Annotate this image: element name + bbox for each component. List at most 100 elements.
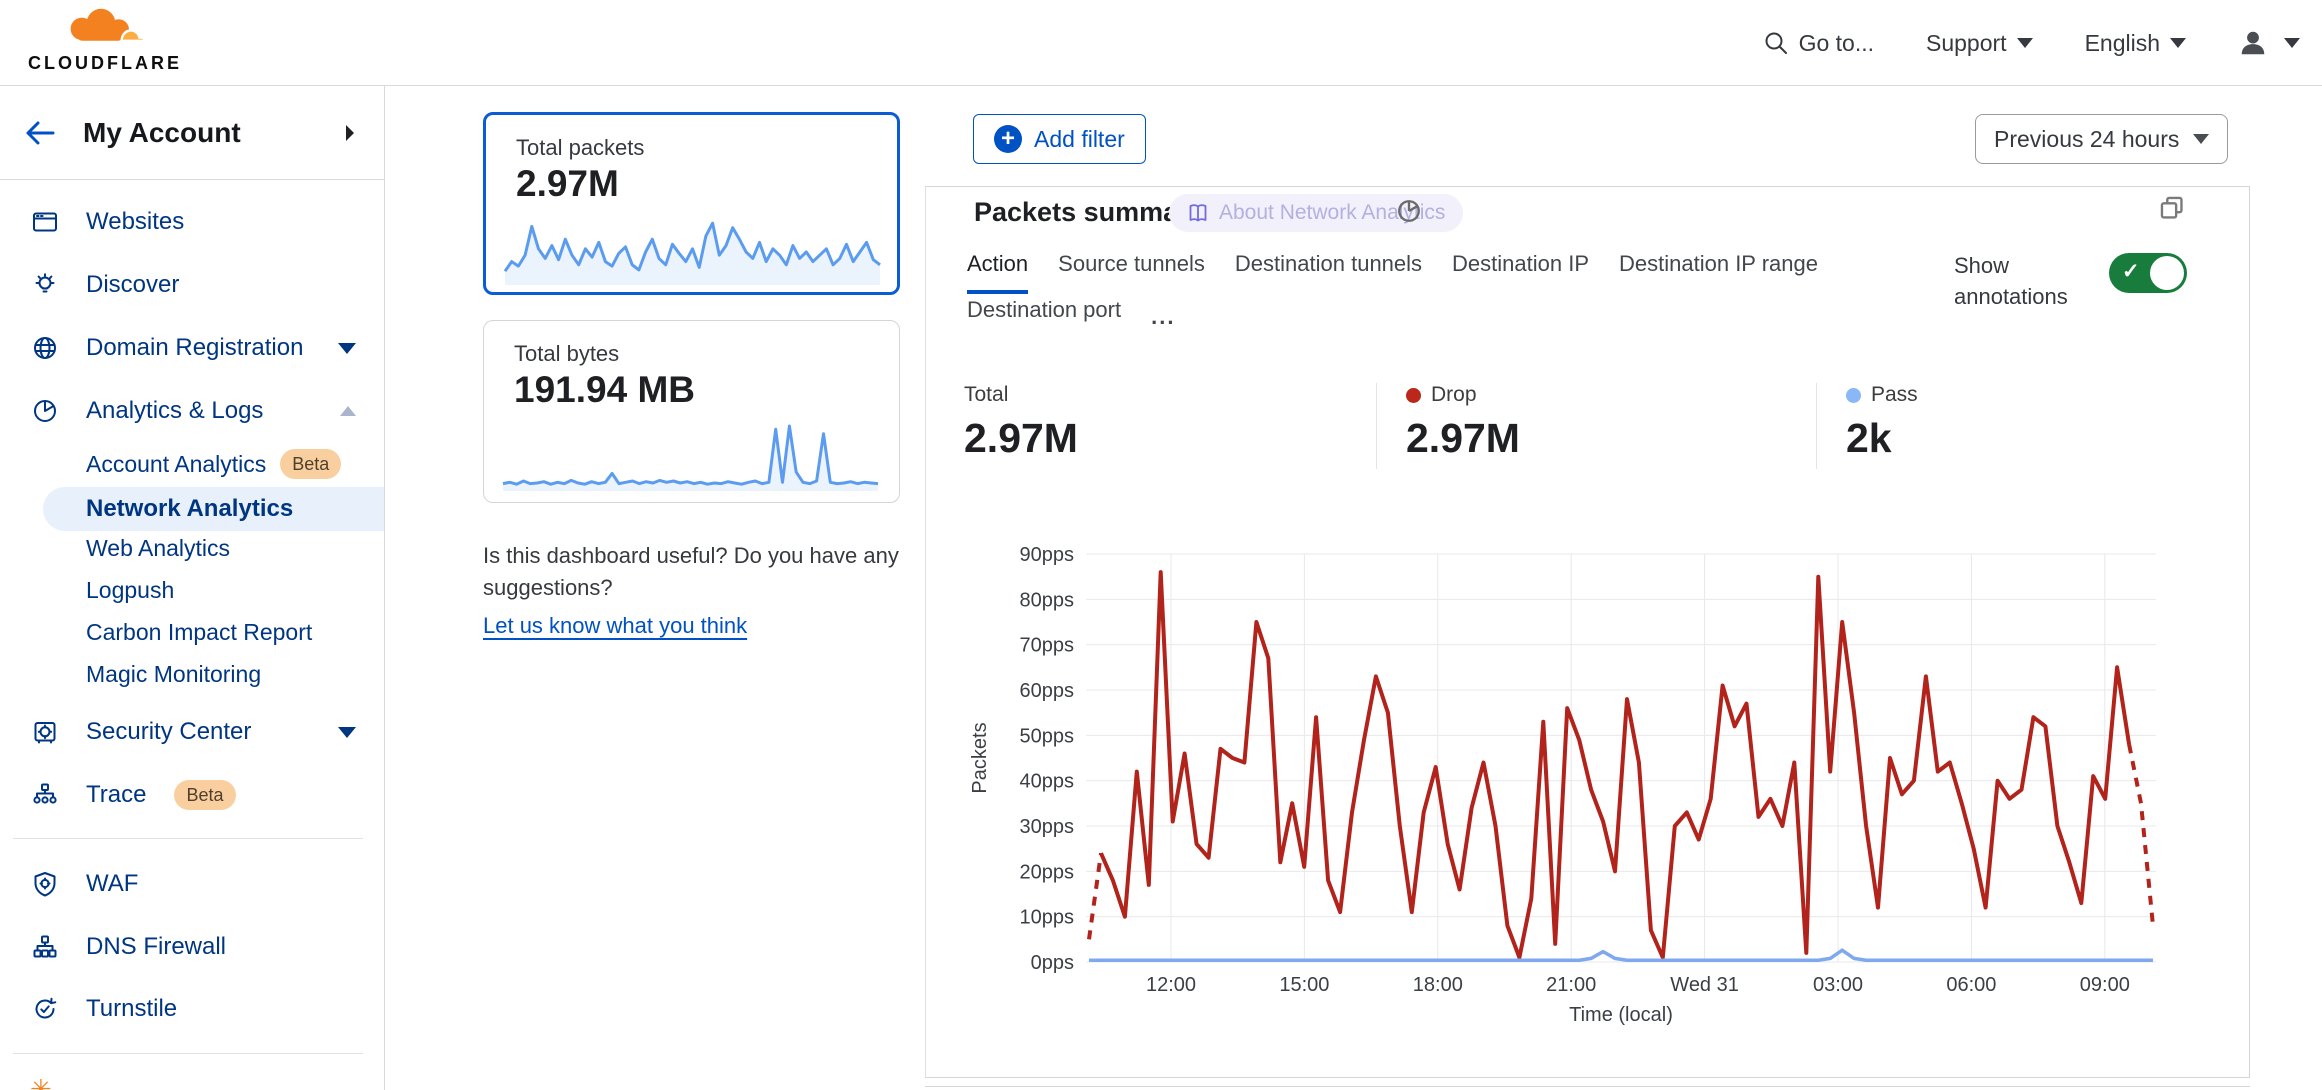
more-tabs-button[interactable]: ... [1151,303,1176,329]
sidebar-item-label: Websites [86,208,185,235]
sidebar-item-label: Account Analytics [86,450,267,477]
support-menu[interactable]: Support [1926,30,2033,57]
chevron-down-icon [2193,134,2210,144]
language-menu[interactable]: English [2085,30,2186,57]
time-range-label: Previous 24 hours [1994,125,2180,152]
stat-label: Total [964,383,1009,406]
svg-text:21:00: 21:00 [1546,974,1596,996]
sidebar-item-label: Analytics & Logs [86,397,264,424]
globe-icon [34,337,56,359]
card-value: 2.97M [516,163,619,204]
tab-destination-ip-range[interactable]: Destination IP range [1619,251,1818,276]
chevron-down-icon [2284,38,2300,48]
sidebar-item-logpush[interactable]: Logpush [0,569,384,611]
pie-chart-icon [34,400,56,422]
sidebar-item-discover[interactable]: Discover [0,262,384,308]
sidebar-item-security-center[interactable]: Security Center [0,709,384,755]
stat-divider [1816,383,1817,469]
safe-icon [34,722,56,744]
svg-text:10pps: 10pps [1020,907,1075,929]
sidebar-item-label: Logpush [86,576,175,603]
sidebar-item-account-analytics[interactable]: Account Analytics Beta [0,443,384,485]
stat-divider [1376,383,1377,469]
tab-source-tunnels[interactable]: Source tunnels [1058,251,1205,276]
beta-badge: Beta [174,780,236,810]
packets-time-series-chart[interactable]: 0pps 10pps 20pps 30pps 40pps 50pps 60pps 70pps 8… [946,542,2236,1047]
sidebar-item-label: WAF [86,870,139,897]
add-filter-button[interactable]: + Add filter [973,114,1146,164]
time-range-dropdown[interactable]: Previous 24 hours [1975,114,2229,164]
popout-icon[interactable] [2159,195,2185,221]
sidebar-item-waf[interactable]: WAF [0,861,384,907]
svg-text:15:00: 15:00 [1279,974,1329,996]
panel-title: Packets summary [974,197,1204,227]
svg-text:Time (local): Time (local) [1569,1004,1673,1026]
svg-text:Wed 31: Wed 31 [1670,974,1739,996]
top-navigation: Go to... Support English [1763,0,2300,86]
sidebar-item-label: Magic Monitoring [86,660,262,687]
svg-text:30pps: 30pps [1020,816,1075,838]
logo-text: CLOUDFLARE [28,53,182,73]
goto-search[interactable]: Go to... [1763,30,1874,57]
svg-text:Packets: Packets [969,722,991,793]
cloudflare-cloud-icon [70,8,148,43]
svg-text:70pps: 70pps [1020,635,1075,657]
total-bytes-sparkline [502,424,879,491]
show-annotations-toggle[interactable]: ✓ [2109,253,2187,293]
stat-value: 2k [1846,415,1892,461]
stat-value: 2.97M [964,415,1078,461]
sidebar-item-analytics-logs[interactable]: Analytics & Logs [0,388,384,434]
packets-summary-panel: Packets summary About Network Analytics … [925,186,2250,1078]
sidebar-item-domain-registration[interactable]: Domain Registration [0,325,384,371]
sidebar-item-network-analytics[interactable]: Network Analytics [43,487,384,531]
svg-text:09:00: 09:00 [2080,974,2130,996]
toggle-knob [2150,256,2184,290]
svg-text:03:00: 03:00 [1813,974,1863,996]
tab-destination-ip[interactable]: Destination IP [1452,251,1590,276]
svg-text:40pps: 40pps [1020,771,1075,793]
add-filter-label: Add filter [1034,125,1125,152]
stat-total: Total 2.97M [964,383,1078,462]
cloudflare-logo[interactable]: CLOUDFLARE [20,6,190,74]
language-label: English [2084,29,2160,56]
pie-icon[interactable] [1396,198,1422,224]
chevron-right-icon[interactable] [343,123,357,143]
back-arrow-icon[interactable] [25,120,55,146]
chevron-down-icon [2016,38,2033,48]
sidebar-item-dns-firewall[interactable]: DNS Firewall [0,924,384,970]
tab-destination-tunnels[interactable]: Destination tunnels [1234,251,1423,276]
svg-text:80pps: 80pps [1020,589,1075,611]
account-menu[interactable] [2238,28,2300,58]
feedback-block: Is this dashboard useful? Do you have an… [483,540,935,642]
sidebar-item-web-analytics[interactable]: Web Analytics [0,527,384,569]
tab-destination-port[interactable]: Destination port [967,297,1122,322]
support-label: Support [1926,29,2007,56]
account-header[interactable]: My Account [0,86,384,180]
shield-gear-icon [34,872,56,897]
sidebar-item-label: Network Analytics [86,495,294,522]
lightbulb-icon [35,273,55,293]
sidebar-item-label: DNS Firewall [86,933,227,960]
svg-text:0pps: 0pps [1031,952,1074,974]
feedback-link[interactable]: Let us know what you think [483,612,748,638]
sidebar-item-turnstile[interactable]: Turnstile [0,986,384,1032]
tabs-row-1: Action Source tunnels Destination tunnel… [967,251,1818,294]
sidebar-item-trace[interactable]: Trace Beta [0,772,384,818]
top-bar: CLOUDFLARE Go to... Support English [0,0,2322,86]
user-icon [2241,31,2265,55]
total-packets-sparkline [503,221,881,285]
sidebar-item-carbon-impact-report[interactable]: Carbon Impact Report [0,611,384,653]
stat-label: Drop [1431,383,1477,406]
about-network-analytics-pill[interactable]: About Network Analytics [1169,194,1464,232]
svg-text:50pps: 50pps [1020,725,1075,747]
svg-text:60pps: 60pps [1020,680,1075,702]
tabs-row-2: Destination port ... [967,297,1175,336]
sidebar-item-websites[interactable]: Websites [0,199,384,245]
total-bytes-card[interactable]: Total bytes 191.94 MB [483,320,900,503]
sidebar-item-magic-monitoring[interactable]: Magic Monitoring [0,653,384,695]
card-value: 191.94 MB [514,369,695,410]
chevron-up-icon [340,406,356,416]
tab-action[interactable]: Action [967,251,1029,294]
pass-dot [1846,387,1861,403]
total-packets-card[interactable]: Total packets 2.97M [483,112,900,295]
